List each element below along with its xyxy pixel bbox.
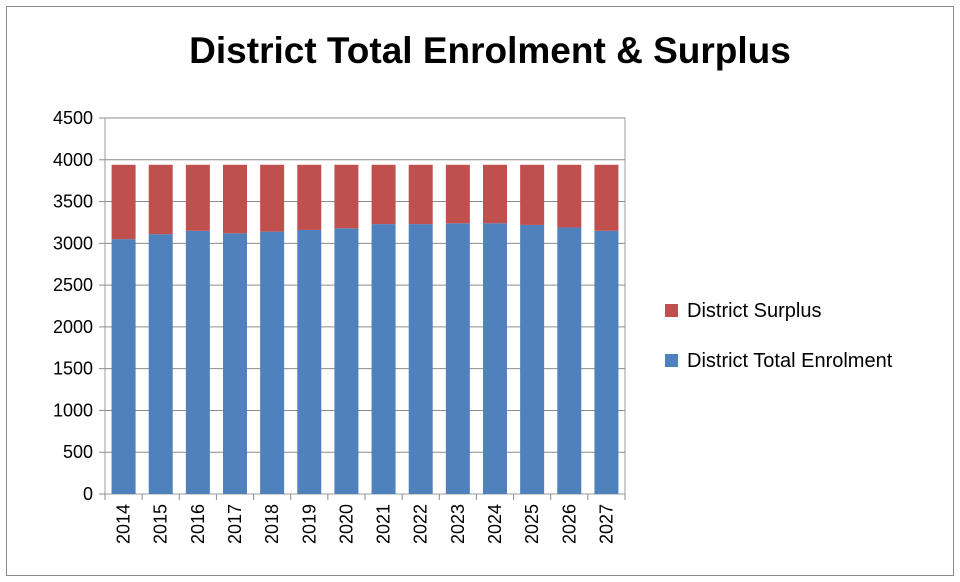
legend: District Surplus District Total Enrolment	[665, 300, 893, 372]
bar-enrolment	[111, 239, 136, 494]
x-tick-label: 2024	[485, 504, 505, 544]
y-tick-label: 1000	[53, 400, 93, 420]
legend-swatch	[665, 354, 678, 367]
bar-surplus	[297, 164, 322, 230]
bar-enrolment	[297, 229, 322, 494]
bar-surplus	[260, 164, 285, 232]
y-tick-label: 0	[83, 484, 93, 504]
y-tick-label: 500	[63, 442, 93, 462]
x-tick-label: 2026	[559, 504, 579, 544]
x-tick-label: 2019	[299, 504, 319, 544]
legend-label: District Surplus	[687, 300, 821, 322]
plot-area: 0 500 1000 1500 2000 2500 3000 3500 4000 4500 2014…	[53, 108, 626, 544]
bar-surplus	[371, 164, 396, 225]
x-tick-label: 2014	[114, 504, 134, 544]
plot-border	[104, 117, 626, 495]
bar-enrolment	[445, 223, 470, 494]
bar-enrolment	[260, 231, 285, 494]
x-tick-label: 2016	[188, 504, 208, 544]
x-tick-label: 2022	[411, 504, 431, 544]
y-tick-label: 4500	[53, 108, 93, 128]
x-tick-label: 2027	[596, 504, 616, 544]
bar-surplus	[111, 164, 136, 240]
bar-enrolment	[185, 230, 210, 495]
bar-surplus	[334, 164, 359, 229]
x-tick-label: 2015	[151, 504, 171, 544]
x-tick-label: 2025	[522, 504, 542, 544]
bar-surplus	[520, 164, 545, 225]
chart-title: District Total Enrolment & Surplus	[189, 30, 791, 71]
bar-enrolment	[371, 224, 396, 495]
y-tick-label: 3000	[53, 233, 93, 253]
legend-label: District Total Enrolment	[687, 350, 893, 372]
bar-enrolment	[148, 234, 173, 495]
bar-surplus	[483, 164, 507, 224]
bar-enrolment	[334, 228, 359, 494]
y-tick-label: 2000	[53, 317, 93, 337]
bar-enrolment	[408, 224, 433, 495]
y-tick-label: 1500	[53, 359, 93, 379]
bar-surplus	[445, 164, 470, 224]
bar-enrolment	[557, 227, 582, 495]
bar-enrolment	[483, 223, 507, 494]
x-tick-label: 2020	[336, 504, 356, 544]
bar-surplus	[408, 164, 433, 225]
bar-surplus	[185, 164, 210, 231]
bar-enrolment	[520, 224, 545, 494]
y-tick-label: 2500	[53, 275, 93, 295]
bar-enrolment	[223, 233, 247, 494]
x-tick-label: 2023	[448, 504, 468, 544]
bar-enrolment	[594, 230, 619, 495]
y-tick-label: 4000	[53, 150, 93, 170]
bar-surplus	[148, 164, 173, 235]
x-tick-label: 2018	[262, 504, 282, 544]
legend-swatch	[665, 304, 678, 317]
y-tick-label: 3500	[53, 192, 93, 212]
bar-surplus	[557, 164, 582, 228]
x-tick-label: 2021	[374, 504, 394, 544]
x-tick-label: 2017	[225, 504, 245, 544]
bar-surplus	[223, 164, 247, 234]
bar-surplus	[594, 164, 619, 231]
